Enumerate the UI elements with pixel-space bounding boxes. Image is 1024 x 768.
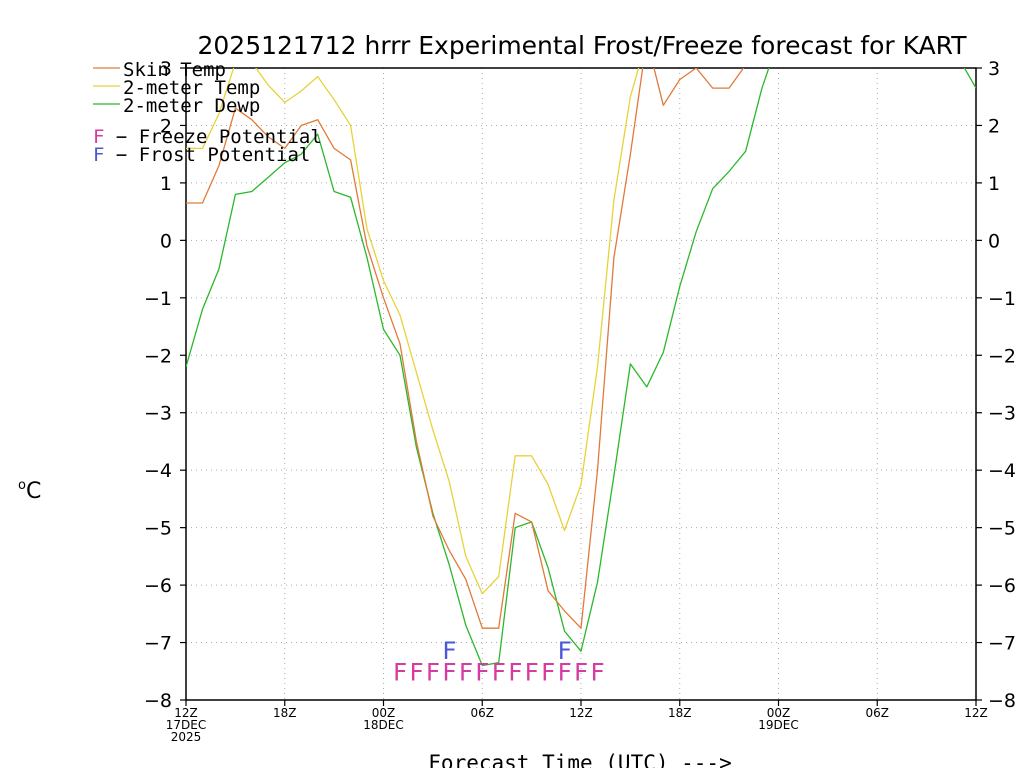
x-tick-label: 06Z bbox=[866, 706, 890, 720]
x-tick-label: 18DEC bbox=[363, 718, 403, 732]
freeze-glyph: F bbox=[93, 126, 104, 148]
freeze-marker: F bbox=[574, 658, 588, 686]
legend-label-2m-temp: 2-meter Temp bbox=[123, 77, 260, 99]
y-tick-label-right: 0 bbox=[988, 230, 1000, 252]
y-tick-label-right: −4 bbox=[988, 460, 1016, 482]
freeze-marker: F bbox=[442, 658, 456, 686]
x-tick-label: 00Z bbox=[767, 706, 791, 720]
y-tick-label-left: 1 bbox=[160, 173, 172, 195]
x-tick-label: 06Z bbox=[471, 706, 495, 720]
y-axis-unit-letter: C bbox=[26, 479, 41, 504]
legend-label-skin-temp: Skin Temp bbox=[123, 59, 226, 81]
legend-freeze-potential: F − Freeze Potential bbox=[93, 126, 322, 148]
freeze-marker: F bbox=[508, 658, 522, 686]
freeze-marker: F bbox=[557, 658, 571, 686]
freeze-label: Freeze Potential bbox=[139, 126, 322, 148]
x-tick-label: 12Z bbox=[174, 706, 198, 720]
y-tick-label-right: −2 bbox=[988, 345, 1016, 367]
frost-marker: F bbox=[442, 637, 456, 665]
freeze-marker: F bbox=[491, 658, 505, 686]
x-tick-label: 18Z bbox=[273, 706, 297, 720]
y-axis-unit-degree: o bbox=[18, 478, 26, 493]
frost-glyph: F bbox=[93, 144, 104, 166]
freeze-marker: F bbox=[524, 658, 538, 686]
y-tick-label-left: −2 bbox=[144, 345, 172, 367]
y-axis-ticks: −8 −8 −7 −7 −6 −6 −5 −5 −4 −4 −3 −3 −2 −2 −1 −1 0 0 1 1 2 2 3 3 bbox=[144, 58, 1016, 712]
legend-frost-potential: F − Frost Potential bbox=[93, 144, 310, 166]
frost-label: Frost Potential bbox=[139, 144, 311, 166]
y-tick-label-left: 0 bbox=[160, 230, 172, 252]
x-tick-label: 17DEC bbox=[166, 718, 206, 732]
y-tick-label-right: 1 bbox=[988, 173, 1000, 195]
y-tick-label-left: −7 bbox=[144, 633, 172, 655]
x-tick-label: 18Z bbox=[668, 706, 692, 720]
y-tick-label-right: 2 bbox=[988, 115, 1000, 137]
y-tick-label-left: −3 bbox=[144, 403, 172, 425]
series-line-2-meter-temp bbox=[186, 68, 640, 595]
freeze-dash: − bbox=[104, 126, 138, 148]
series-line-skin-temp bbox=[186, 68, 745, 629]
x-tick-label: 19DEC bbox=[758, 718, 798, 732]
frost-dash: − bbox=[104, 144, 138, 166]
grid bbox=[186, 68, 976, 700]
chart-title: 2025121712 hrrr Experimental Frost/Freez… bbox=[198, 31, 968, 60]
y-tick-label-right: −7 bbox=[988, 633, 1016, 655]
potential-markers: F F F F F F F F F F F F FF F bbox=[393, 637, 605, 686]
x-tick-label: 12Z bbox=[569, 706, 593, 720]
legend-label-2m-dewp: 2-meter Dewp bbox=[123, 95, 260, 117]
y-tick-label-left: −4 bbox=[144, 460, 172, 482]
freeze-marker: F bbox=[590, 658, 604, 686]
y-tick-label-left: −5 bbox=[144, 518, 172, 540]
y-tick-label-left: −1 bbox=[144, 288, 172, 310]
x-tick-label: 12Z bbox=[964, 706, 988, 720]
legend: Skin Temp 2-meter Temp 2-meter Dewp F − … bbox=[93, 59, 322, 166]
freeze-marker: F bbox=[541, 658, 555, 686]
y-axis-unit: oC bbox=[18, 478, 41, 504]
y-tick-label-right: −8 bbox=[988, 690, 1016, 712]
y-tick-label-right: −1 bbox=[988, 288, 1016, 310]
freeze-marker: F bbox=[426, 658, 440, 686]
freeze-marker: F bbox=[409, 658, 423, 686]
y-tick-label-right: −6 bbox=[988, 575, 1016, 597]
y-tick-label-right: −3 bbox=[988, 403, 1016, 425]
freeze-marker: F bbox=[393, 658, 407, 686]
data-series bbox=[186, 68, 976, 667]
y-tick-label-left: 2 bbox=[160, 115, 172, 137]
y-tick-label-left: −8 bbox=[144, 690, 172, 712]
series-line-2-meter-dewp bbox=[186, 68, 976, 667]
y-tick-label-right: 3 bbox=[988, 58, 1000, 80]
freeze-marker: F bbox=[459, 658, 473, 686]
x-tick-label: 2025 bbox=[171, 730, 202, 744]
x-axis-label: Forecast Time (UTC) ---> bbox=[428, 751, 731, 768]
frost-marker: F bbox=[557, 637, 571, 665]
freeze-marker: F bbox=[475, 658, 489, 686]
x-tick-label: 00Z bbox=[372, 706, 396, 720]
y-tick-label-left: 3 bbox=[160, 58, 172, 80]
y-tick-label-right: −5 bbox=[988, 518, 1016, 540]
y-tick-label-left: −6 bbox=[144, 575, 172, 597]
